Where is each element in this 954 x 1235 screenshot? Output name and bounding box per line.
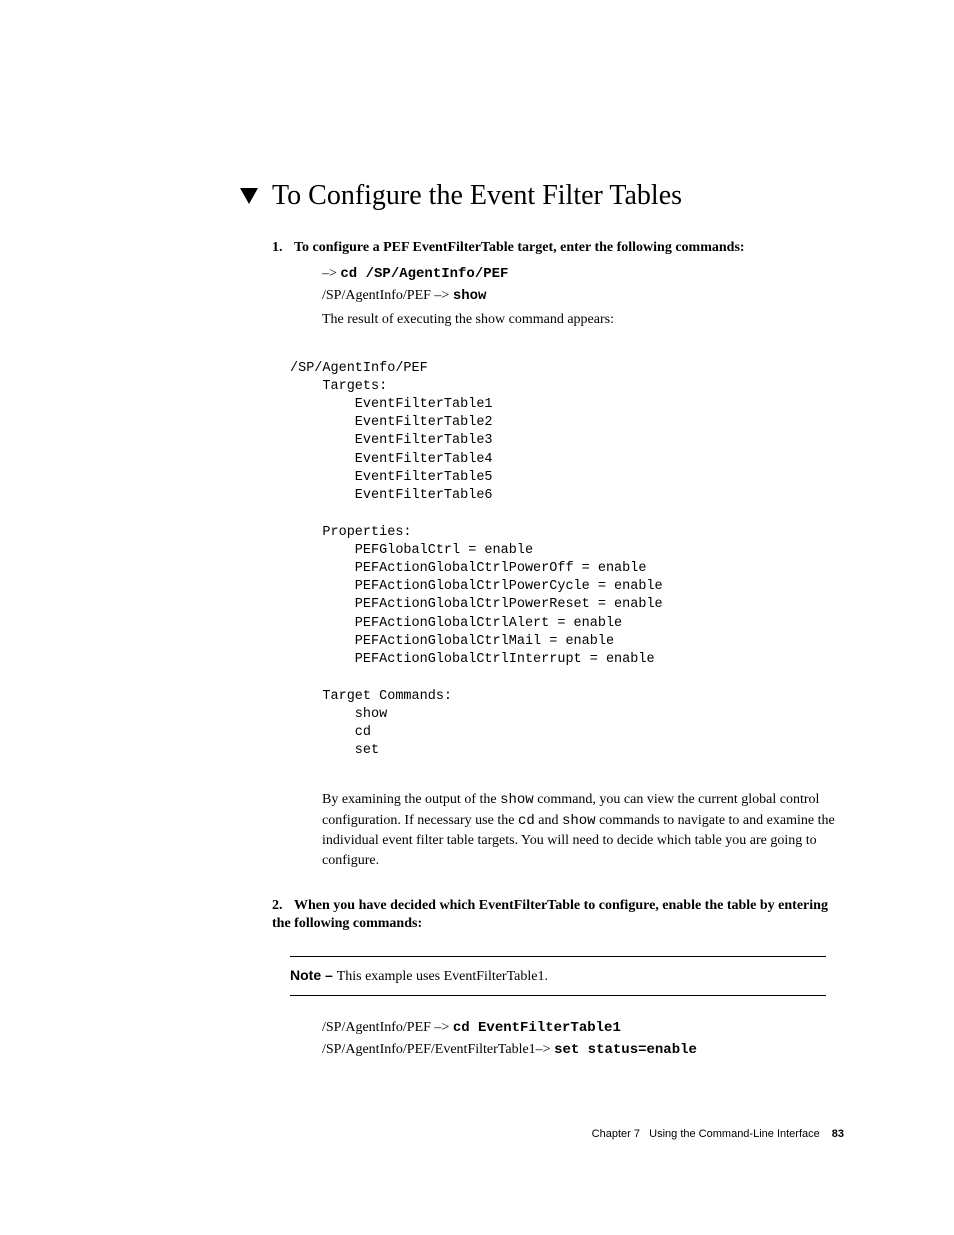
cmd-line-4: /SP/AgentInfo/PEF/EventFilterTable1–> se…	[322, 1042, 844, 1058]
cmd-prefix: /SP/AgentInfo/PEF/EventFilterTable1–>	[322, 1042, 554, 1057]
note-text: This example uses EventFilterTable1.	[337, 969, 548, 984]
cmd-line-3: /SP/AgentInfo/PEF –> cd EventFilterTable…	[322, 1020, 844, 1036]
list-item-2: 2. When you have decided which EventFilt…	[272, 896, 844, 932]
para-text: and	[535, 813, 562, 828]
footer-title: Using the Command-Line Interface	[649, 1128, 820, 1140]
code-output: /SP/AgentInfo/PEF Targets: EventFilterTa…	[290, 360, 844, 761]
cmd-prefix: /SP/AgentInfo/PEF –>	[322, 1020, 453, 1035]
list-text: When you have decided which EventFilterT…	[272, 898, 828, 931]
footer-page-number: 83	[832, 1128, 844, 1140]
cmd-bold: set status=enable	[554, 1042, 697, 1058]
step2-commands: /SP/AgentInfo/PEF –> cd EventFilterTable…	[322, 1020, 844, 1058]
section-heading: To Configure the Event Filter Tables	[240, 180, 844, 212]
cmd-prefix: –>	[322, 266, 340, 281]
para-mono: show	[500, 792, 534, 808]
list-item-1: 1. To configure a PEF EventFilterTable t…	[272, 238, 844, 256]
para-text: By examining the output of the	[322, 792, 500, 807]
page-container: To Configure the Event Filter Tables 1. …	[0, 0, 954, 1200]
note-box: Note – This example uses EventFilterTabl…	[290, 956, 826, 996]
cmd-bold: show	[453, 288, 487, 304]
cmd-prefix: /SP/AgentInfo/PEF –>	[322, 288, 453, 303]
para-mono: cd	[518, 813, 535, 829]
cmd-line-2: /SP/AgentInfo/PEF –> show	[322, 288, 844, 304]
page-footer: Chapter 7 Using the Command-Line Interfa…	[240, 1128, 844, 1140]
footer-chapter: Chapter 7	[592, 1128, 640, 1140]
note-label: Note –	[290, 967, 337, 983]
para-mono: show	[562, 813, 596, 829]
numbered-list: 1. To configure a PEF EventFilterTable t…	[272, 238, 844, 1058]
cmd-bold: cd /SP/AgentInfo/PEF	[340, 266, 508, 282]
section-title: To Configure the Event Filter Tables	[272, 180, 682, 212]
list-number: 2.	[272, 898, 290, 914]
cmd-line-1: –> cd /SP/AgentInfo/PEF	[322, 266, 844, 282]
list-number: 1.	[272, 240, 290, 256]
list-text: To configure a PEF EventFilterTable targ…	[294, 240, 745, 255]
step1-commands: –> cd /SP/AgentInfo/PEF /SP/AgentInfo/PE…	[322, 266, 844, 330]
triangle-down-icon	[240, 188, 258, 204]
explanation-paragraph: By examining the output of the show comm…	[322, 790, 844, 871]
result-intro: The result of executing the show command…	[322, 310, 844, 330]
cmd-bold: cd EventFilterTable1	[453, 1020, 621, 1036]
